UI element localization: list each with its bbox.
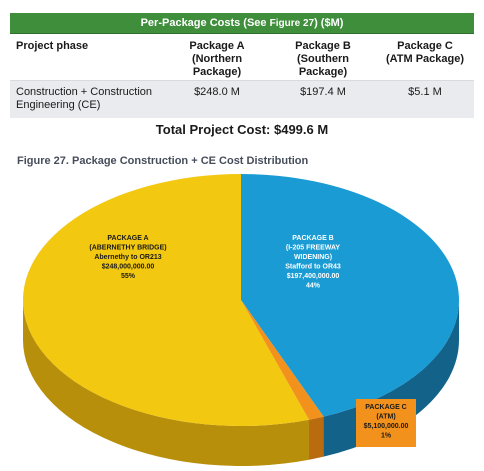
cell-package-b: $197.4 M [270,80,376,118]
table-row: Construction + Construction Engineering … [10,80,474,118]
header-package-a-label: Package A (Northern Package) [189,40,245,78]
header-package-a: Package A (Northern Package) [164,33,270,81]
slice-label-line: 44% [306,283,321,290]
header-label: Project phase [16,40,89,52]
row-phase-text: Construction + Construction Engineering … [16,86,153,111]
pie-top-faces [22,174,460,427]
row-phase: Construction + Construction Engineering … [10,80,164,118]
pie-slice-0 [22,174,310,427]
slice-label-2: PACKAGE C (ATM) $5,100,000.00 1% [356,399,416,447]
table-title-figure-ref: Figure 27 [269,18,315,29]
total-cost: Total Project Cost: $499.6 M [10,118,474,140]
slice-label-line: $197,400,000.00 [287,273,340,280]
header-package-b: Package B (Southern Package) [270,33,376,81]
slice-label-line: PACKAGE A [107,235,148,242]
header-package-c-label: Package C (ATM Package) [385,40,465,65]
slice-label-line: (ATM) [376,414,395,421]
slice-label-line: 55% [121,273,136,280]
total-cost-text: Total Project Cost: $499.6 M [155,121,329,137]
slice-label-line: $5,100,000.00 [364,423,409,430]
slice-label-line: (ABERNETHY BRIDGE) [89,245,166,252]
table-total-row: Total Project Cost: $499.6 M [10,118,474,140]
cell-value: $197.4 M [300,86,346,98]
table-title-text: Per-Package Costs (See [140,17,270,29]
cell-package-a: $248.0 M [164,80,270,118]
slice-label-line: WIDENING) [294,254,332,261]
slice-label-line: PACKAGE B [292,235,333,242]
slice-label-line: PACKAGE C [365,404,406,411]
pie-side-0 [23,300,310,466]
figure-caption: Figure 27. Package Construction + CE Cos… [17,155,309,167]
pie-slice-1 [241,174,460,417]
cost-table: Per-Package Costs (See Figure 27) ($M) P… [10,13,474,140]
table-header-row: Project phase Package A (Northern Package)… [10,33,474,81]
slice-label-1: PACKAGE B (I-205 FREEWAY WIDENING) Stafford… [285,235,341,290]
header-project-phase: Project phase [10,33,164,81]
header-package-c: Package C (ATM Package) [376,33,474,81]
cell-value: $5.1 M [408,86,442,98]
slice-label-line: Abernethy to OR213 [94,254,161,261]
pie-side-2 [309,416,324,460]
pie-slice-2 [241,300,324,420]
slice-label-line: (I-205 FREEWAY [286,245,341,252]
cell-value: $248.0 M [194,86,240,98]
slice-label-line: Stafford to OR43 [285,264,341,271]
slice-label-line: $248,000,000.00 [102,264,155,271]
header-package-b-label: Package B (Southern Package) [295,40,351,78]
table-title-row: Per-Package Costs (See Figure 27) ($M) [10,13,474,34]
table-title-unit: ) ($M) [314,17,344,29]
cell-package-c: $5.1 M [376,80,474,118]
table-title: Per-Package Costs (See Figure 27) ($M) [10,13,474,34]
callout-box [356,399,416,447]
slice-label-line: 1% [381,433,392,440]
slice-label-0: PACKAGE A (ABERNETHY BRIDGE) Abernethy to … [89,235,166,280]
